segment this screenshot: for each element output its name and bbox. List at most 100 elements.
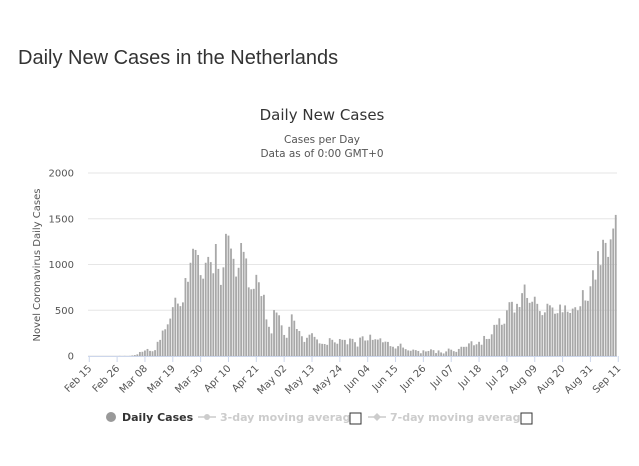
bar[interactable] (156, 341, 159, 356)
bar[interactable] (151, 351, 154, 356)
bar[interactable] (270, 333, 273, 356)
bar[interactable] (356, 346, 359, 356)
bar[interactable] (230, 248, 232, 356)
bar[interactable] (235, 276, 237, 356)
bar[interactable] (457, 348, 460, 356)
bar[interactable] (579, 306, 582, 356)
bar[interactable] (283, 334, 286, 356)
bar[interactable] (589, 286, 592, 356)
bar[interactable] (316, 339, 318, 356)
bar[interactable] (447, 348, 450, 356)
bar[interactable] (511, 301, 513, 356)
bar[interactable] (371, 339, 374, 356)
bar[interactable] (483, 335, 486, 356)
bar[interactable] (212, 273, 215, 356)
bar[interactable] (549, 305, 551, 356)
bar[interactable] (133, 355, 136, 356)
bar[interactable] (306, 337, 308, 356)
bar[interactable] (250, 289, 253, 356)
bar[interactable] (612, 228, 615, 356)
bar[interactable] (546, 303, 549, 356)
bar[interactable] (318, 343, 321, 356)
bar[interactable] (149, 350, 151, 356)
bar[interactable] (559, 304, 561, 356)
bar[interactable] (554, 313, 556, 356)
bar[interactable] (242, 251, 245, 356)
bar[interactable] (493, 324, 496, 356)
bar[interactable] (263, 294, 265, 356)
bar[interactable] (485, 338, 488, 356)
bar[interactable] (397, 346, 399, 356)
bar[interactable] (260, 296, 263, 356)
bar[interactable] (543, 312, 546, 356)
bar[interactable] (204, 262, 207, 356)
legend-checkbox-3-day[interactable] (349, 412, 362, 425)
bar[interactable] (392, 346, 394, 356)
bar[interactable] (399, 343, 402, 356)
bar[interactable] (571, 308, 574, 356)
bar[interactable] (359, 337, 362, 356)
bar[interactable] (470, 341, 473, 356)
bar[interactable] (232, 258, 235, 356)
bar[interactable] (290, 314, 293, 356)
bar[interactable] (407, 350, 410, 356)
bar[interactable] (468, 343, 470, 356)
bar[interactable] (311, 333, 313, 356)
bar[interactable] (430, 349, 432, 356)
bar[interactable] (303, 341, 306, 356)
bar[interactable] (313, 336, 316, 356)
bar[interactable] (427, 350, 430, 356)
bar[interactable] (257, 282, 260, 356)
bar[interactable] (136, 354, 139, 356)
bar[interactable] (424, 351, 427, 356)
bar[interactable] (184, 278, 187, 356)
bar[interactable] (569, 312, 572, 356)
bar[interactable] (475, 344, 478, 356)
bar[interactable] (285, 337, 288, 356)
bar[interactable] (275, 312, 278, 356)
bar[interactable] (478, 341, 480, 356)
bar[interactable] (219, 284, 222, 356)
bar[interactable] (432, 350, 435, 356)
bar[interactable] (189, 262, 192, 356)
bar[interactable] (197, 254, 200, 356)
bar[interactable] (576, 310, 579, 356)
bar[interactable] (300, 336, 303, 356)
bar[interactable] (417, 350, 420, 356)
bar[interactable] (409, 350, 412, 356)
bar[interactable] (602, 239, 604, 356)
bar[interactable] (581, 290, 584, 356)
bar[interactable] (445, 351, 448, 356)
bar[interactable] (349, 338, 351, 356)
bar[interactable] (419, 353, 422, 356)
bar[interactable] (404, 349, 407, 356)
bar[interactable] (202, 278, 205, 356)
bar[interactable] (321, 343, 324, 356)
bar[interactable] (422, 350, 425, 356)
bar[interactable] (538, 311, 541, 356)
bar[interactable] (171, 307, 174, 356)
bar[interactable] (182, 302, 184, 356)
bar[interactable] (278, 315, 281, 356)
bar[interactable] (533, 296, 536, 356)
bar[interactable] (308, 334, 311, 356)
bar[interactable] (361, 336, 364, 356)
bar[interactable] (323, 344, 326, 356)
bar[interactable] (518, 307, 521, 356)
bar[interactable] (194, 249, 197, 356)
bar[interactable] (508, 302, 511, 356)
bar[interactable] (609, 239, 612, 356)
bar[interactable] (528, 302, 531, 356)
bar[interactable] (394, 348, 397, 356)
legend-item-7-day-average[interactable]: 7-day moving average (368, 411, 528, 424)
bar[interactable] (245, 258, 248, 356)
bar[interactable] (144, 350, 146, 356)
bar[interactable] (343, 339, 346, 356)
bar[interactable] (526, 297, 529, 356)
bar[interactable] (169, 318, 172, 356)
bar[interactable] (298, 331, 301, 356)
bar[interactable] (516, 303, 518, 356)
bar[interactable] (455, 351, 458, 356)
bar[interactable] (460, 346, 463, 356)
bar[interactable] (541, 315, 544, 356)
